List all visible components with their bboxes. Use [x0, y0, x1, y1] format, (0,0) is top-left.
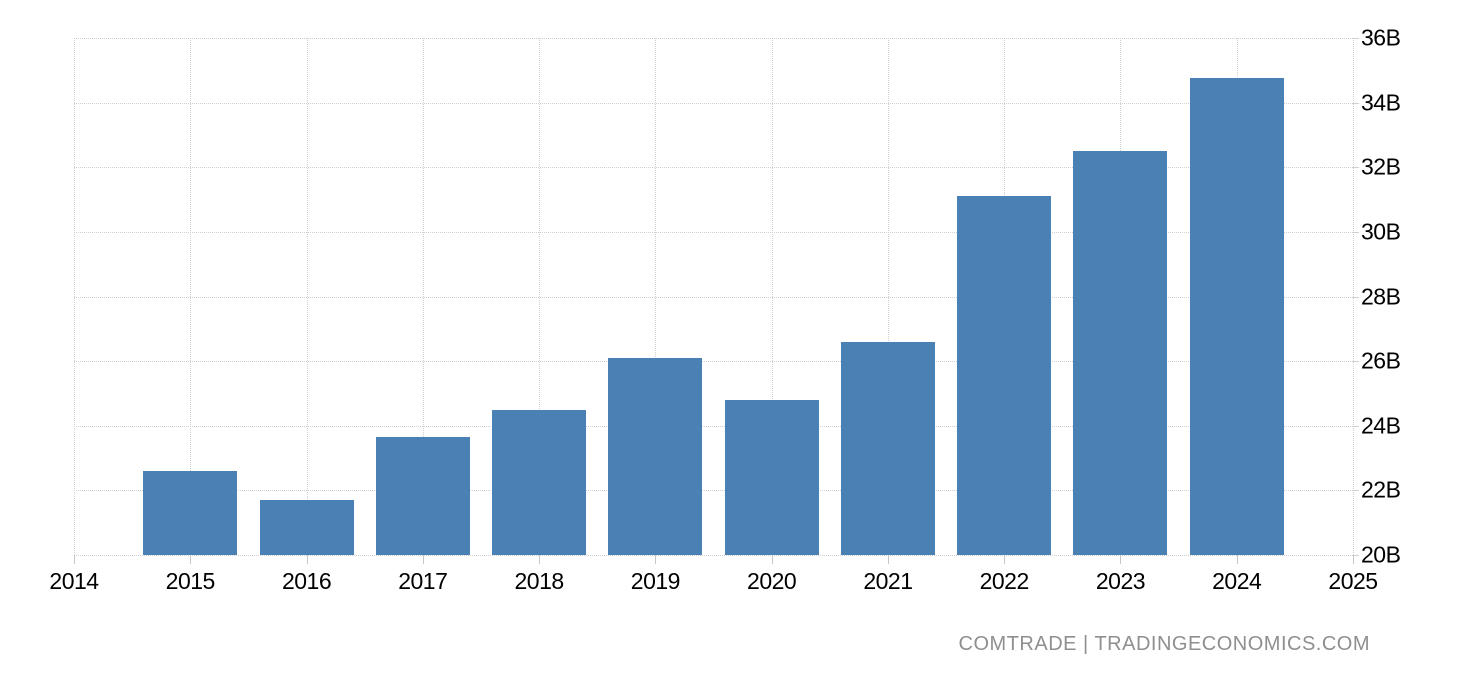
y-tick: [1353, 296, 1359, 298]
x-axis-label-2023: 2023: [1095, 568, 1146, 594]
y-tick: [1353, 490, 1359, 492]
y-tick: [1353, 38, 1359, 39]
x-tick: [771, 555, 773, 564]
x-tick: [887, 555, 889, 564]
x-tick: [74, 555, 75, 564]
gridline-v-2015: [190, 38, 192, 555]
gridline-h-20B: [74, 555, 1353, 556]
bar-2021[interactable]: [840, 341, 935, 555]
x-axis-label-2025: 2025: [1328, 568, 1378, 594]
gridline-v-2014: [74, 38, 75, 555]
x-tick: [539, 555, 541, 564]
y-tick: [1353, 231, 1359, 233]
gridline-h-30B: [74, 231, 1353, 233]
bar-2019[interactable]: [608, 357, 703, 555]
gridline-h-22B: [74, 490, 1353, 492]
bar-2017[interactable]: [375, 437, 470, 555]
bar-2020[interactable]: [724, 399, 819, 555]
gridline-h-36B: [74, 38, 1353, 39]
x-tick: [1236, 555, 1238, 564]
gridline-h-24B: [74, 425, 1353, 427]
y-axis-label-30B: 30B: [1361, 218, 1401, 245]
x-tick: [655, 555, 657, 564]
y-axis-label-20B: 20B: [1361, 541, 1401, 568]
x-axis-label-2022: 2022: [979, 568, 1030, 594]
x-tick: [306, 555, 308, 564]
bar-2024[interactable]: [1189, 78, 1284, 555]
attribution-watermark[interactable]: COMTRADE | TRADINGECONOMICS.COM: [958, 633, 1370, 655]
gridline-v-2021: [887, 38, 889, 555]
x-axis-label-2019: 2019: [630, 568, 681, 594]
x-tick: [1004, 555, 1006, 564]
y-tick: [1353, 361, 1359, 363]
gridline-v-2018: [539, 38, 541, 555]
y-tick: [1353, 555, 1359, 556]
x-axis-label-2024: 2024: [1212, 568, 1262, 594]
gridline-h-28B: [74, 296, 1353, 298]
x-axis-label-2020: 2020: [747, 568, 797, 594]
gridline-v-2016: [306, 38, 308, 555]
x-tick: [1353, 555, 1354, 564]
bar-2015[interactable]: [143, 471, 238, 555]
x-axis-label-2014: 2014: [49, 568, 99, 594]
bar-2018[interactable]: [492, 409, 587, 555]
x-axis-label-2021: 2021: [863, 568, 913, 594]
gridline-h-32B: [74, 167, 1353, 169]
y-tick: [1353, 167, 1359, 169]
y-axis-label-32B: 32B: [1361, 153, 1401, 180]
x-axis-label-2015: 2015: [165, 568, 216, 594]
gridline-h-26B: [74, 361, 1353, 363]
gridline-v-2017: [422, 38, 424, 555]
y-axis-label-34B: 34B: [1361, 89, 1401, 116]
gridline-v-2020: [771, 38, 773, 555]
x-tick: [190, 555, 192, 564]
y-axis-label-36B: 36B: [1361, 24, 1401, 51]
x-axis-label-2017: 2017: [398, 568, 448, 594]
y-tick: [1353, 425, 1359, 427]
bar-2016[interactable]: [259, 500, 354, 555]
y-axis-label-26B: 26B: [1361, 347, 1401, 374]
bar-2022[interactable]: [957, 196, 1052, 555]
gridline-h-34B: [74, 102, 1353, 104]
y-axis-label-22B: 22B: [1361, 476, 1401, 503]
x-tick: [422, 555, 424, 564]
y-tick: [1353, 102, 1359, 104]
plot-area: [74, 38, 1359, 564]
x-axis-label-2016: 2016: [281, 568, 332, 594]
y-axis-label-24B: 24B: [1361, 412, 1401, 439]
x-axis-label-2018: 2018: [514, 568, 564, 594]
x-tick: [1120, 555, 1122, 564]
y-axis-label-28B: 28B: [1361, 283, 1401, 309]
bar-2023[interactable]: [1073, 151, 1168, 555]
gridline-v-2019: [655, 38, 657, 555]
